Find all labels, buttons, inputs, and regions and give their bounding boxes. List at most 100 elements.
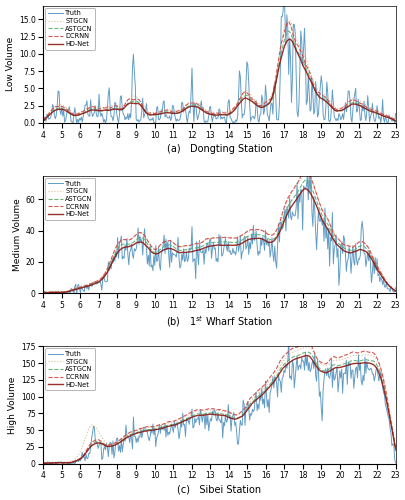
ASTGCN [234,416,239,422]
HD-Net [286,36,291,42]
Line: DCRNN: DCRNN [43,343,394,464]
HD-Net [234,102,239,108]
ASTGCN [234,239,239,245]
Truth [105,444,110,450]
Truth [235,248,240,254]
Y-axis label: High Volume: High Volume [8,376,17,434]
X-axis label: (b)   $1^{st}$ Wharf Station: (b) $1^{st}$ Wharf Station [165,314,273,329]
HD-Net [249,236,254,242]
ASTGCN [311,85,315,91]
HD-Net [392,118,397,124]
ASTGCN [392,288,397,294]
DCRNN [249,96,254,102]
DCRNN [40,460,45,466]
STGCN [104,104,109,110]
Truth [286,336,290,342]
ASTGCN [198,411,202,417]
Line: HD-Net: HD-Net [43,188,394,293]
Line: Truth: Truth [43,0,394,123]
DCRNN [40,290,45,296]
Truth [311,206,316,212]
STGCN [249,396,254,402]
ASTGCN [249,232,254,238]
STGCN [198,240,202,246]
ASTGCN [311,356,315,362]
HD-Net [198,246,202,252]
Truth [392,110,397,116]
Legend: Truth, STGCN, ASTGCN, DCRNN, HD-Net: Truth, STGCN, ASTGCN, DCRNN, HD-Net [45,8,95,50]
STGCN [104,268,109,274]
Truth [303,362,308,368]
Line: STGCN: STGCN [43,172,394,292]
HD-Net [311,197,315,203]
ASTGCN [234,103,239,109]
ASTGCN [198,105,202,111]
DCRNN [286,19,290,25]
STGCN [249,227,254,233]
STGCN [40,460,45,466]
HD-Net [302,68,307,73]
ASTGCN [303,176,308,182]
Truth [234,114,239,120]
Truth [105,278,110,284]
STGCN [234,412,239,418]
Truth [40,460,45,466]
DCRNN [311,348,315,354]
Legend: Truth, STGCN, ASTGCN, DCRNN, HD-Net: Truth, STGCN, ASTGCN, DCRNN, HD-Net [45,178,95,220]
Truth [392,460,397,466]
STGCN [302,54,307,60]
DCRNN [303,340,308,346]
STGCN [301,170,306,175]
ASTGCN [311,190,315,196]
Truth [40,117,45,123]
HD-Net [249,98,254,104]
ASTGCN [40,460,45,466]
Truth [302,57,307,63]
DCRNN [104,104,109,110]
Truth [198,104,202,110]
Truth [40,290,45,296]
HD-Net [302,186,307,192]
STGCN [40,290,45,296]
X-axis label: (a)   Dongting Station: (a) Dongting Station [166,144,272,154]
Truth [198,411,203,417]
STGCN [301,344,306,350]
DCRNN [301,167,306,173]
HD-Net [40,290,45,296]
ASTGCN [104,106,109,112]
Truth [311,350,316,356]
HD-Net [198,106,202,112]
DCRNN [198,240,202,246]
HD-Net [40,460,45,466]
DCRNN [234,234,239,240]
DCRNN [392,448,397,454]
DCRNN [249,226,254,232]
Line: DCRNN: DCRNN [43,170,394,293]
STGCN [234,100,239,105]
STGCN [392,288,397,294]
HD-Net [249,400,254,406]
ASTGCN [104,444,109,450]
STGCN [311,79,315,85]
Truth [306,171,311,177]
DCRNN [234,100,239,106]
HD-Net [311,360,315,366]
HD-Net [104,443,109,449]
HD-Net [40,118,45,124]
DCRNN [198,104,202,110]
Truth [55,290,60,296]
HD-Net [301,353,306,359]
Line: ASTGCN: ASTGCN [43,31,394,121]
HD-Net [304,352,309,358]
STGCN [392,117,397,123]
DCRNN [104,442,109,448]
HD-Net [392,288,397,294]
STGCN [198,408,202,414]
DCRNN [301,340,306,346]
Truth [198,249,203,255]
HD-Net [234,416,239,422]
Truth [235,441,240,447]
STGCN [234,234,239,240]
Line: HD-Net: HD-Net [43,39,394,121]
Truth [104,116,109,122]
